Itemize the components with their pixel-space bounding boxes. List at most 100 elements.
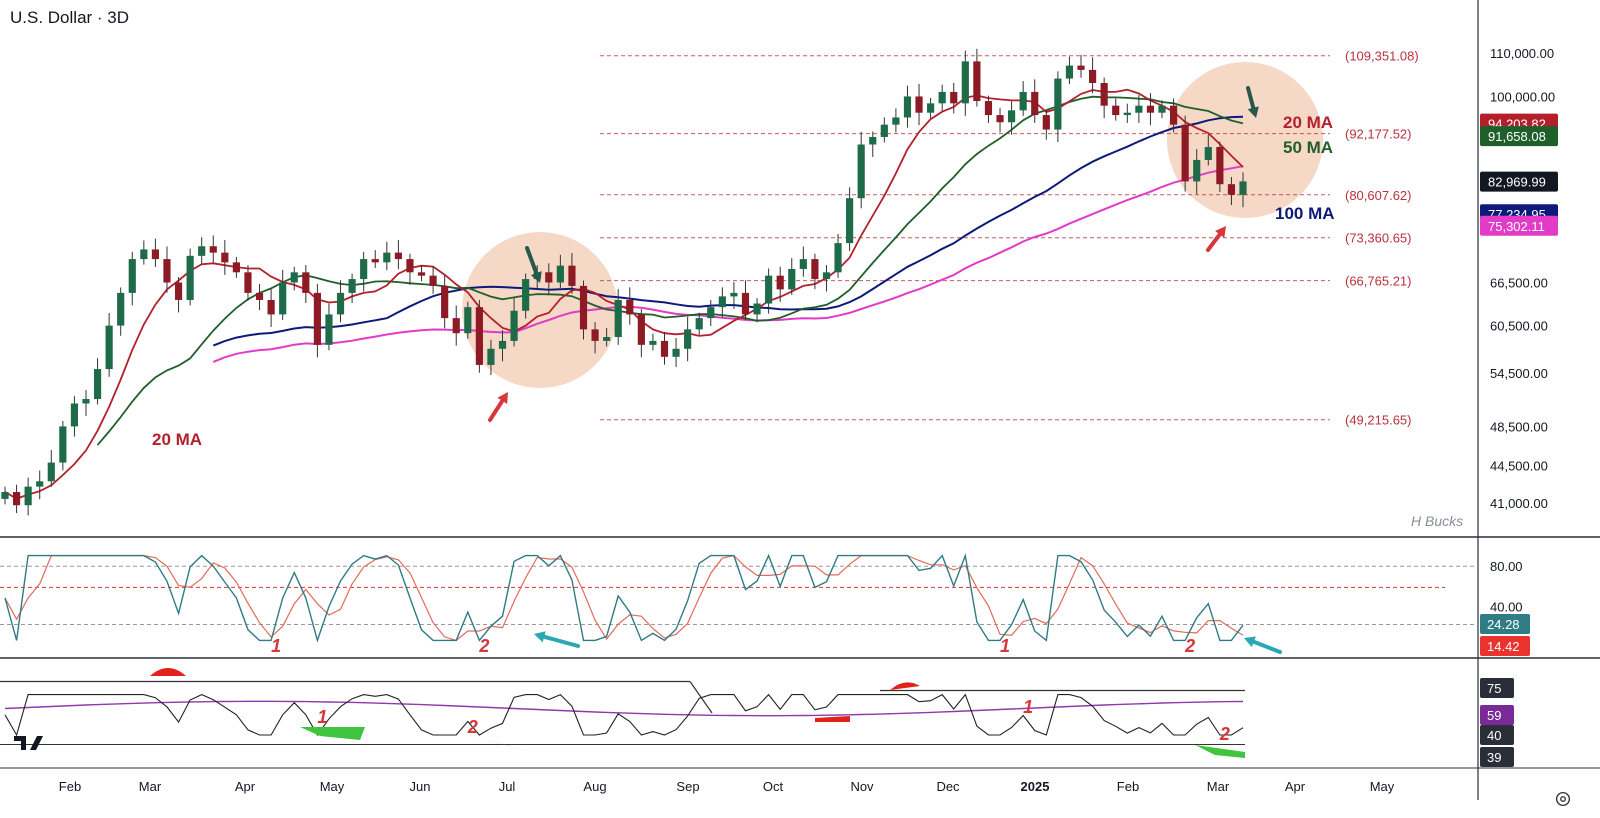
osc-tag-bg: [1480, 725, 1514, 745]
osc-overbought-fill: [890, 682, 920, 690]
candle-body: [487, 348, 495, 365]
candle-body: [93, 369, 102, 400]
teal-arrow: [1246, 86, 1256, 113]
candle-body: [1089, 69, 1097, 83]
candle-body: [371, 259, 379, 263]
candle-body: [1019, 91, 1027, 111]
ma100-label: 100 MA: [1275, 204, 1335, 223]
x-tick-label: 2025: [1021, 779, 1050, 794]
ma20-label: 20 MA: [1283, 113, 1333, 132]
candle-body: [603, 337, 611, 341]
red-arrow: [488, 396, 506, 422]
price-tag-bg: [1480, 171, 1558, 192]
candle-body: [684, 329, 692, 349]
x-tick-label: May: [1370, 779, 1395, 794]
candle-body: [811, 259, 819, 280]
osc-tag-label: 75: [1487, 681, 1501, 696]
candle-body: [718, 296, 726, 308]
candle-body: [117, 292, 125, 326]
candle-body: [707, 307, 715, 319]
candle-body: [128, 259, 136, 293]
candle-body: [279, 282, 287, 315]
candle-body: [510, 310, 518, 341]
candle-body: [961, 61, 969, 104]
rsi-annotation: 1: [271, 636, 281, 656]
cyan-arrow: [1244, 636, 1256, 648]
candle-body: [255, 292, 264, 300]
tradingview-logo-icon: [14, 736, 43, 750]
y-tick-label: 110,000.00: [1490, 46, 1554, 61]
candle-body: [12, 492, 21, 506]
candle-body: [244, 272, 252, 293]
watermark: H Bucks: [1411, 513, 1463, 529]
candle-body: [59, 426, 67, 463]
candle-body: [313, 292, 321, 345]
y-tick-label: 66,500.00: [1490, 275, 1548, 290]
x-tick-label: Oct: [763, 779, 784, 794]
candle-body: [846, 198, 854, 244]
level-label: (109,351.08): [1345, 49, 1419, 64]
candle-body: [24, 486, 32, 506]
osc-annotation: 1: [1023, 697, 1033, 717]
ma100-line: [212, 115, 1244, 347]
candle-body: [70, 403, 79, 427]
candle-body: [1158, 105, 1166, 113]
candle-body: [1, 492, 9, 499]
y-tick-label: 100,000.00: [1490, 89, 1555, 104]
candle-body: [591, 329, 599, 341]
level-label: (92,177.52): [1345, 127, 1412, 142]
teal-arrow: [530, 271, 542, 283]
candle-body: [1054, 78, 1062, 130]
candle-body: [950, 91, 958, 104]
candle-body: [869, 136, 877, 145]
level-label: (49,215.65): [1345, 413, 1412, 428]
level-label: (80,607.62): [1345, 188, 1412, 203]
red-arrow: [1215, 226, 1226, 238]
x-tick-label: Nov: [850, 779, 874, 794]
candle-body: [927, 103, 935, 113]
osc-tag-bg: [1480, 678, 1514, 698]
x-tick-label: Mar: [139, 779, 162, 794]
candle-body: [47, 462, 55, 482]
rsi-line: [4, 552, 1244, 643]
teal-arrow: [525, 246, 540, 278]
red-arrow: [497, 392, 508, 404]
rsi-signal-line: [4, 554, 1244, 642]
osc-annotation: 2: [1219, 724, 1230, 744]
candle-body: [938, 91, 946, 104]
x-tick-label: Apr: [1285, 779, 1306, 794]
price-tag-label: 82,969.99: [1488, 175, 1546, 190]
candle-body: [834, 243, 842, 273]
osc-oversold-fill: [470, 735, 530, 752]
y-tick-label: 44,500.00: [1490, 459, 1548, 474]
candle-body: [1146, 105, 1155, 113]
candle-body: [429, 275, 437, 286]
candle-body: [232, 262, 240, 273]
candle-body: [660, 340, 669, 357]
cyan-arrow: [1249, 638, 1282, 654]
level-label: (66,765.21): [1345, 274, 1412, 289]
x-tick-label: Feb: [1117, 779, 1139, 794]
candle-body: [36, 481, 44, 487]
candle-body: [302, 272, 310, 293]
candle-body: [799, 259, 807, 269]
candle-body: [649, 340, 657, 345]
rsi-tag-bg: [1480, 614, 1530, 634]
candle-body: [1239, 181, 1247, 195]
chart-title: U.S. Dollar · 3D: [10, 8, 130, 27]
candle-body: [1077, 65, 1085, 70]
candle-body: [984, 101, 993, 116]
gear-icon[interactable]: [1554, 790, 1572, 808]
candle-body: [741, 292, 750, 315]
candle-body: [1008, 110, 1016, 123]
candle-body: [915, 96, 923, 113]
candle-body: [1193, 159, 1201, 182]
candle-body: [857, 144, 865, 199]
candle-body: [903, 96, 912, 118]
osc-oversold-fill: [1195, 745, 1245, 758]
osc-tag-label: 59: [1487, 708, 1501, 723]
osc-line: [4, 693, 1244, 737]
level-label: (73,360.65): [1345, 231, 1412, 246]
candle-body: [626, 299, 634, 315]
